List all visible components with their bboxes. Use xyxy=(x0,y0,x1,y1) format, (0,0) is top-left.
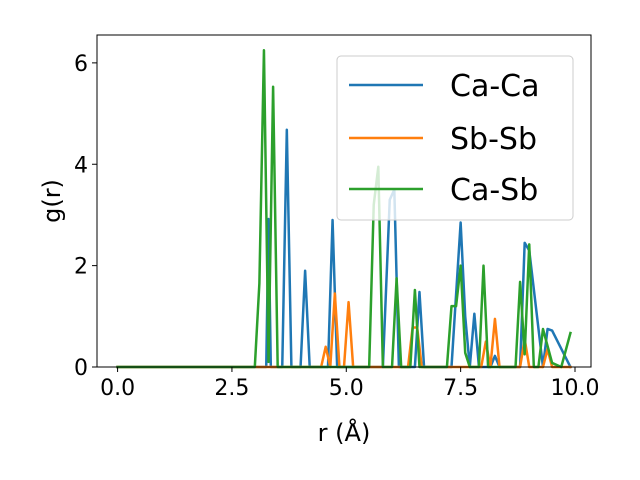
y-axis-label: g(r) xyxy=(38,179,66,223)
y-tick-label: 4 xyxy=(74,153,88,178)
x-tick-label: 7.5 xyxy=(443,376,478,401)
plot-frame xyxy=(96,34,592,368)
series-line-ca-sb xyxy=(116,48,572,369)
x-tick-label: 5.0 xyxy=(329,376,364,401)
y-tick-label: 2 xyxy=(74,255,88,280)
x-axis-label: r (Å) xyxy=(318,418,371,447)
legend-label-ca-sb: Ca-Sb xyxy=(450,173,538,208)
x-tick-label: 10.0 xyxy=(550,376,599,401)
legend-box xyxy=(336,55,574,221)
x-tick-label: 0.0 xyxy=(100,376,135,401)
y-tick-label: 0 xyxy=(74,356,88,381)
legend-label-sb-sb: Sb-Sb xyxy=(450,122,537,157)
y-tick-label: 6 xyxy=(74,52,88,77)
x-tick-label: 2.5 xyxy=(214,376,249,401)
legend: Ca-Ca Sb-Sb Ca-Sb xyxy=(336,55,574,221)
legend-label-ca-ca: Ca-Ca xyxy=(450,69,540,104)
axes-layer: 0.0 2.5 5.0 7.5 10.0 0 2 4 6 xyxy=(74,34,599,401)
